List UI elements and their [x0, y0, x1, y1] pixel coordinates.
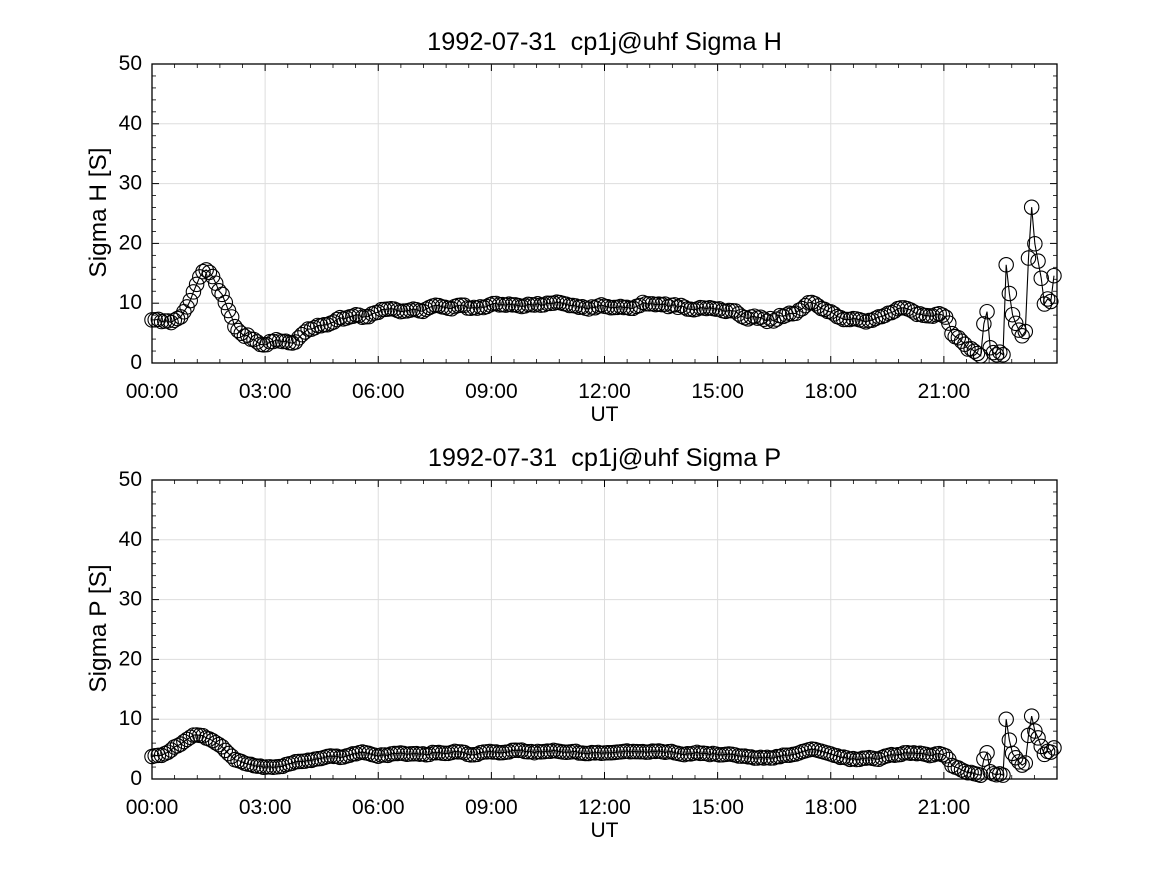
svg-text:00:00: 00:00	[126, 796, 179, 819]
svg-text:15:00: 15:00	[691, 380, 744, 403]
svg-text:20: 20	[119, 647, 142, 670]
svg-text:UT: UT	[591, 403, 619, 426]
svg-text:12:00: 12:00	[578, 380, 631, 403]
svg-text:40: 40	[119, 112, 142, 135]
svg-text:03:00: 03:00	[239, 796, 292, 819]
svg-text:UT: UT	[591, 819, 619, 842]
svg-text:15:00: 15:00	[691, 796, 744, 819]
svg-text:21:00: 21:00	[918, 380, 971, 403]
svg-text:09:00: 09:00	[465, 380, 518, 403]
svg-text:30: 30	[119, 172, 142, 195]
svg-text:00:00: 00:00	[126, 380, 179, 403]
svg-text:18:00: 18:00	[804, 380, 857, 403]
svg-text:1992-07-31 cp1j@uhf Sigma H: 1992-07-31 cp1j@uhf Sigma H	[427, 28, 782, 56]
svg-text:40: 40	[119, 528, 142, 551]
svg-text:18:00: 18:00	[804, 796, 857, 819]
svg-text:09:00: 09:00	[465, 796, 518, 819]
svg-text:50: 50	[119, 468, 142, 491]
svg-text:06:00: 06:00	[352, 796, 405, 819]
svg-text:10: 10	[119, 291, 142, 314]
svg-text:12:00: 12:00	[578, 796, 631, 819]
svg-text:30: 30	[119, 588, 142, 611]
svg-text:50: 50	[119, 52, 142, 75]
svg-text:21:00: 21:00	[918, 796, 971, 819]
svg-text:20: 20	[119, 231, 142, 254]
svg-text:Sigma P [S]: Sigma P [S]	[85, 564, 112, 692]
svg-text:1992-07-31 cp1j@uhf Sigma P: 1992-07-31 cp1j@uhf Sigma P	[428, 444, 781, 472]
svg-text:Sigma H [S]: Sigma H [S]	[85, 147, 112, 277]
svg-text:0: 0	[130, 351, 142, 374]
svg-text:06:00: 06:00	[352, 380, 405, 403]
svg-text:0: 0	[130, 767, 142, 790]
svg-text:10: 10	[119, 707, 142, 730]
svg-text:03:00: 03:00	[239, 380, 292, 403]
